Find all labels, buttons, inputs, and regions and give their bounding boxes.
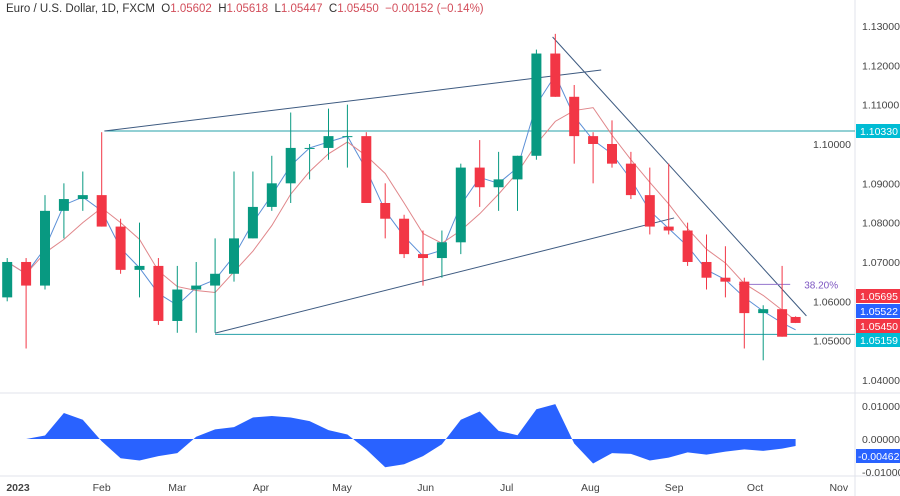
candle-body — [569, 96, 580, 137]
candle-body — [172, 289, 183, 321]
trendline — [214, 217, 675, 334]
candle-body — [2, 261, 13, 298]
candle-body — [153, 265, 164, 321]
candle-body — [531, 53, 542, 156]
candle-body — [191, 285, 202, 290]
candle-body — [739, 281, 750, 314]
candle-body — [550, 53, 561, 97]
time-tick-label: Mar — [168, 482, 187, 494]
time-tick-label: Feb — [93, 482, 111, 494]
candle-body — [21, 261, 32, 286]
time-tick-label: Oct — [747, 482, 763, 494]
symbol-header: Euro / U.S. Dollar, 1D, FXCM O1.05602 H1… — [6, 3, 484, 15]
price-tick-label: 1.08000 — [862, 218, 900, 230]
price-tick-label: 1.13000 — [862, 21, 900, 33]
candle-body — [607, 143, 617, 164]
candle-body — [361, 136, 372, 203]
candle-body — [134, 265, 145, 270]
candle-body — [777, 309, 788, 337]
candle-body — [625, 163, 636, 196]
price-tag — [856, 319, 900, 333]
candle-body — [474, 167, 485, 188]
oscillator-area — [7, 404, 796, 468]
level-price-tag — [856, 124, 900, 138]
candle-body — [644, 195, 655, 227]
price-tag-label: 1.05695 — [860, 291, 898, 303]
level-price-tag-label: 1.10330 — [860, 126, 898, 138]
candle-body — [701, 261, 712, 278]
price-tick-label: 1.12000 — [862, 60, 900, 72]
price-tag-label: 1.05522 — [860, 306, 898, 318]
price-tag — [856, 333, 900, 347]
time-tick-label: Nov — [829, 482, 848, 494]
candle-body — [77, 195, 88, 200]
time-tick-label: Sep — [665, 482, 684, 494]
candle-body — [342, 136, 353, 138]
price-tag — [856, 289, 900, 303]
candle-body — [323, 136, 334, 148]
candle-body — [266, 183, 277, 207]
trendline — [552, 36, 807, 317]
symbol-title: Euro / U.S. Dollar, 1D, FXCM — [6, 3, 155, 15]
candle-body — [588, 136, 599, 144]
oscillator-tick-label: 0.01000 — [862, 401, 900, 413]
candle-body — [720, 277, 731, 282]
oscillator-tick-label: 0.00000 — [862, 434, 900, 446]
price-tick-label: 1.06000 — [813, 296, 851, 308]
high-label: H — [218, 3, 227, 15]
price-tick-label: 1.10000 — [813, 139, 851, 151]
price-tick-label: 1.11000 — [862, 100, 899, 112]
change-value: −0.00152 (−0.14%) — [385, 3, 484, 15]
oscillator-value-tag — [856, 449, 900, 463]
candle-body — [790, 316, 801, 323]
candle-body — [115, 226, 126, 270]
oscillator-tick-label: -0.01000 — [862, 467, 900, 479]
fast-ma-line — [6, 74, 796, 331]
price-tick-label: 1.07000 — [862, 257, 900, 269]
candle-body — [399, 218, 410, 255]
candle-body — [455, 167, 466, 243]
candle-body — [380, 202, 391, 219]
low-value: 1.05447 — [280, 3, 323, 15]
price-tag-label: 1.05450 — [860, 321, 898, 333]
candle-body — [96, 195, 107, 227]
time-tick-label: Jul — [500, 482, 513, 494]
candle-body — [304, 147, 315, 149]
price-tick-label: 1.04000 — [862, 375, 900, 387]
candle-body — [418, 254, 428, 259]
time-tick-label: May — [332, 482, 353, 494]
price-tag-label: 1.05159 — [860, 335, 898, 347]
time-tick-label: Aug — [581, 482, 600, 494]
candle-body — [285, 147, 296, 184]
candle-body — [512, 155, 523, 180]
oscillator-value-label: -0.00462 — [858, 451, 900, 463]
candle-body — [436, 242, 447, 259]
low-label: L — [274, 3, 281, 15]
trendline — [104, 69, 602, 132]
candle-body — [758, 309, 769, 314]
time-tick-label: Apr — [253, 482, 270, 494]
close-value: 1.05450 — [337, 3, 379, 15]
open-label: O — [161, 3, 171, 15]
time-tick-label: 2023 — [6, 482, 30, 494]
high-value: 1.05618 — [226, 3, 269, 15]
price-tick-label: 1.09000 — [862, 178, 900, 190]
candle-body — [58, 199, 69, 211]
price-tick-label: 1.05000 — [813, 336, 851, 348]
candle-body — [229, 238, 239, 274]
candle-body — [493, 179, 504, 188]
candle-body — [40, 210, 50, 286]
candle-body — [682, 230, 693, 262]
slow-ma-line — [6, 107, 796, 321]
open-value: 1.05602 — [170, 3, 212, 15]
candle-body — [210, 273, 221, 286]
candle-body — [247, 206, 258, 239]
fib-level-label: 38.20% — [804, 280, 838, 291]
close-label: C — [328, 3, 338, 15]
price-tag — [856, 304, 900, 318]
time-tick-label: Jun — [417, 482, 434, 494]
candle-body — [663, 226, 674, 231]
